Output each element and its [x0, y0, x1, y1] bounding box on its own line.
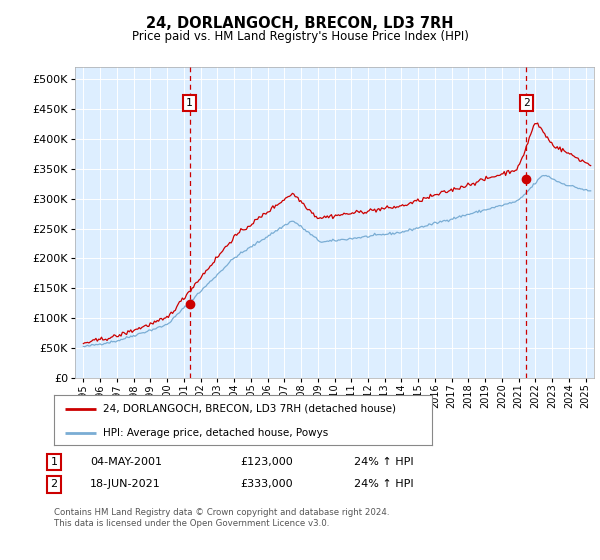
Text: 24, DORLANGOCH, BRECON, LD3 7RH: 24, DORLANGOCH, BRECON, LD3 7RH	[146, 16, 454, 31]
Text: 2: 2	[50, 479, 58, 489]
Text: Price paid vs. HM Land Registry's House Price Index (HPI): Price paid vs. HM Land Registry's House …	[131, 30, 469, 43]
Text: HPI: Average price, detached house, Powys: HPI: Average price, detached house, Powy…	[103, 428, 328, 437]
Text: £123,000: £123,000	[240, 457, 293, 467]
Text: 18-JUN-2021: 18-JUN-2021	[90, 479, 161, 489]
Text: £333,000: £333,000	[240, 479, 293, 489]
Text: 1: 1	[50, 457, 58, 467]
Text: 24% ↑ HPI: 24% ↑ HPI	[354, 479, 413, 489]
Text: 2: 2	[523, 98, 530, 108]
Text: 24, DORLANGOCH, BRECON, LD3 7RH (detached house): 24, DORLANGOCH, BRECON, LD3 7RH (detache…	[103, 404, 396, 414]
Text: Contains HM Land Registry data © Crown copyright and database right 2024.
This d: Contains HM Land Registry data © Crown c…	[54, 508, 389, 528]
Text: 24% ↑ HPI: 24% ↑ HPI	[354, 457, 413, 467]
Text: 1: 1	[186, 98, 193, 108]
Text: 04-MAY-2001: 04-MAY-2001	[90, 457, 162, 467]
